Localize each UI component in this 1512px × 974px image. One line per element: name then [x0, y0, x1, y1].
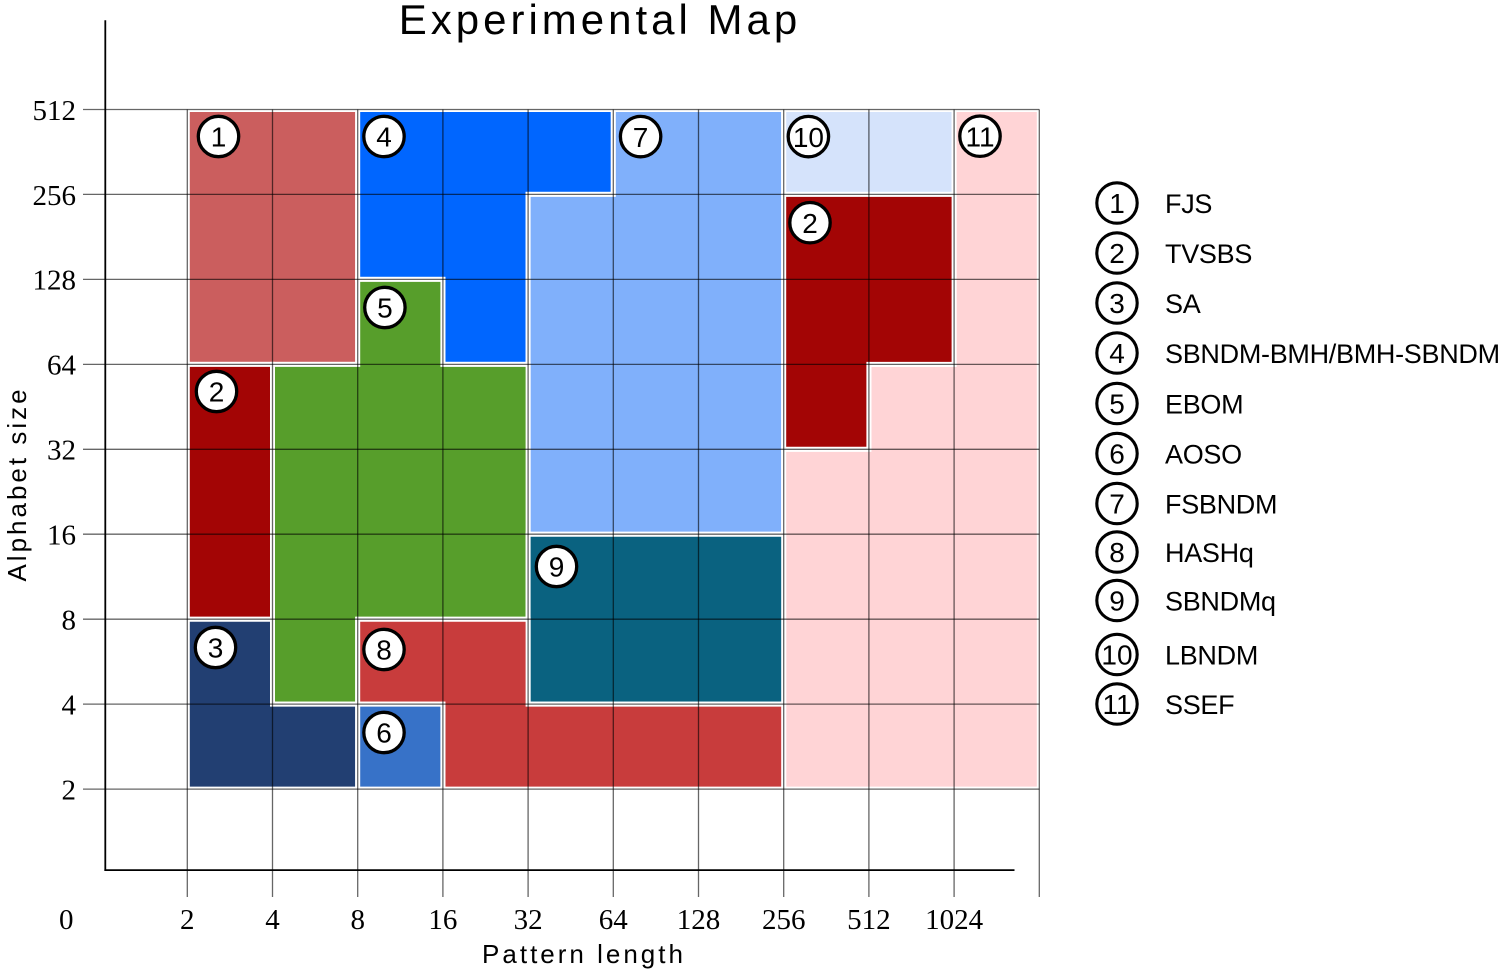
svg-text:AOSO: AOSO [1165, 440, 1242, 470]
svg-text:16: 16 [428, 904, 457, 936]
svg-text:64: 64 [599, 904, 629, 936]
svg-text:9: 9 [549, 552, 565, 583]
svg-text:4: 4 [265, 904, 280, 936]
svg-text:8: 8 [350, 904, 365, 936]
svg-text:3: 3 [208, 633, 224, 664]
svg-text:256: 256 [33, 180, 77, 212]
svg-text:TVSBS: TVSBS [1165, 239, 1252, 269]
svg-text:2: 2 [1109, 238, 1125, 269]
svg-text:16: 16 [47, 520, 76, 552]
svg-text:1024: 1024 [925, 904, 984, 936]
svg-text:1: 1 [1109, 188, 1125, 219]
svg-text:9: 9 [1109, 586, 1125, 617]
svg-text:8: 8 [62, 605, 77, 637]
svg-text:11: 11 [965, 121, 994, 152]
svg-text:0: 0 [59, 904, 74, 936]
svg-text:3: 3 [1109, 288, 1125, 319]
svg-text:11: 11 [1102, 689, 1131, 720]
svg-text:SBNDMq: SBNDMq [1165, 587, 1276, 617]
svg-text:7: 7 [1109, 489, 1125, 520]
svg-text:128: 128 [677, 904, 721, 936]
svg-text:FJS: FJS [1165, 189, 1212, 219]
svg-text:4: 4 [1109, 338, 1125, 369]
svg-text:8: 8 [376, 635, 392, 666]
svg-text:512: 512 [847, 904, 891, 936]
svg-text:SSEF: SSEF [1165, 690, 1234, 720]
svg-text:Pattern length: Pattern length [482, 939, 686, 969]
svg-text:64: 64 [47, 350, 77, 382]
svg-text:7: 7 [633, 122, 649, 153]
svg-text:SA: SA [1165, 289, 1201, 319]
svg-text:256: 256 [762, 904, 806, 936]
svg-text:1: 1 [211, 122, 227, 153]
svg-text:FSBNDM: FSBNDM [1165, 490, 1277, 520]
svg-text:8: 8 [1109, 537, 1125, 568]
svg-text:2: 2 [180, 904, 195, 936]
svg-text:5: 5 [377, 293, 393, 324]
svg-text:EBOM: EBOM [1165, 390, 1243, 420]
svg-text:Alphabet size: Alphabet size [2, 386, 32, 581]
svg-text:5: 5 [1109, 389, 1125, 420]
svg-text:2: 2 [209, 377, 225, 408]
svg-text:10: 10 [793, 122, 824, 153]
svg-text:32: 32 [47, 435, 76, 467]
svg-text:LBNDM: LBNDM [1165, 641, 1258, 671]
svg-text:4: 4 [376, 122, 392, 153]
svg-text:6: 6 [1109, 439, 1125, 470]
svg-text:Experimental Map: Experimental Map [399, 0, 801, 43]
svg-text:HASHq: HASHq [1165, 538, 1254, 568]
svg-text:10: 10 [1101, 640, 1132, 671]
svg-text:2: 2 [802, 208, 818, 239]
svg-text:512: 512 [33, 95, 77, 127]
svg-text:SBNDM-BMH/BMH-SBNDM: SBNDM-BMH/BMH-SBNDM [1165, 339, 1500, 369]
svg-text:2: 2 [62, 774, 77, 806]
svg-text:6: 6 [376, 718, 392, 749]
svg-text:128: 128 [33, 265, 77, 297]
svg-text:32: 32 [514, 904, 543, 936]
svg-text:4: 4 [62, 689, 77, 721]
